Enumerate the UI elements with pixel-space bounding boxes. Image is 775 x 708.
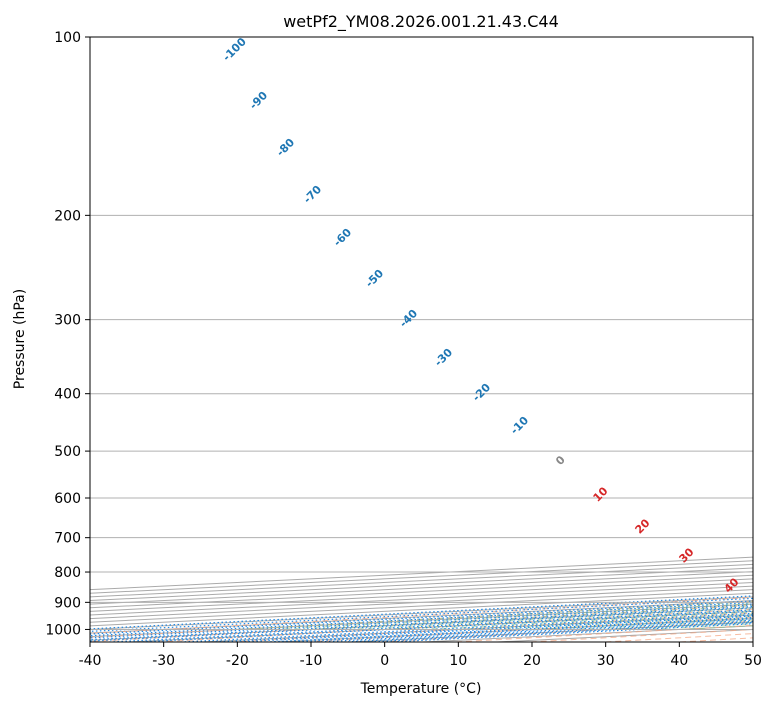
x-tick-label: 30: [597, 653, 615, 669]
y-axis-ticks: 100 200 300 400 500 600 700 800 900 1000: [45, 30, 90, 638]
background-lines: [90, 37, 775, 642]
x-tick-label: -30: [152, 653, 175, 669]
y-tick-label: 300: [54, 313, 81, 329]
x-tick-label: 20: [523, 653, 541, 669]
x-axis-ticks: -40 -30 -20 -10 0 10 20 30 40 50: [79, 642, 762, 669]
y-tick-label: 100: [54, 30, 81, 46]
y-tick-label: 600: [54, 491, 81, 507]
x-tick-label: 0: [380, 653, 389, 669]
dry-adiabat: [755, 37, 775, 642]
plot-frame: [89, 36, 754, 643]
x-tick-label: 10: [449, 653, 467, 669]
x-tick-label: 50: [744, 653, 762, 669]
x-tick-label: -10: [300, 653, 323, 669]
x-axis-label: Temperature (°C): [360, 681, 482, 697]
chart-title: wetPf2_YM08.2026.001.21.43.C44: [283, 12, 559, 32]
mixing-ratio-line: [109, 609, 753, 642]
x-tick-label: -20: [226, 653, 249, 669]
dry-adiabat: [90, 597, 753, 634]
y-tick-label: 500: [54, 444, 81, 460]
y-tick-label: 700: [54, 531, 81, 547]
x-tick-label: 40: [670, 653, 688, 669]
y-tick-label: 400: [54, 387, 81, 403]
y-tick-label: 900: [54, 595, 81, 611]
y-axis-label: Pressure (hPa): [12, 289, 28, 389]
plot-background: [90, 37, 753, 642]
mixing-ratio-line: [90, 595, 753, 630]
x-tick-label: -40: [79, 653, 102, 669]
y-tick-label: 800: [54, 565, 81, 581]
y-tick-label: 200: [54, 208, 81, 224]
pressure-grid: [90, 37, 753, 630]
mixing-ratio-line: [90, 597, 753, 632]
y-tick-label: 1000: [45, 622, 81, 638]
